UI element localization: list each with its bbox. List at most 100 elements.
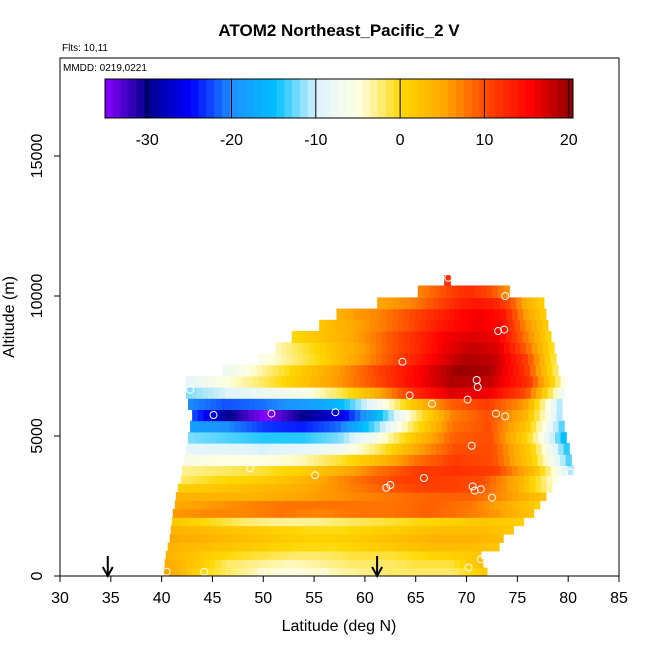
heatmap-cell xyxy=(274,542,281,552)
heatmap-cell xyxy=(558,420,565,433)
heatmap-cell xyxy=(293,559,300,569)
heatmap-cell xyxy=(276,475,283,485)
colorbar-swatch xyxy=(534,79,543,118)
heatmap-cell xyxy=(219,567,226,576)
heatmap-cell xyxy=(502,364,509,377)
heatmap-cell xyxy=(272,517,279,527)
heatmap-cell xyxy=(316,517,324,527)
heatmap-cell xyxy=(330,542,337,552)
heatmap-cell xyxy=(299,465,306,476)
heatmap-cell xyxy=(328,364,336,377)
heatmap-cell xyxy=(222,508,229,518)
x-axis-label: Latitude (deg N) xyxy=(282,618,397,635)
data-marker xyxy=(467,441,476,450)
colorbar-tick-label: -30 xyxy=(136,132,159,149)
heatmap-cell xyxy=(345,550,352,560)
heatmap-cell xyxy=(480,534,488,543)
colorbar-swatch xyxy=(432,79,441,118)
heatmap-cell xyxy=(360,492,368,501)
heatmap-cell xyxy=(176,525,183,535)
heatmap-cell xyxy=(224,443,232,455)
heatmap-cell xyxy=(378,508,385,518)
heatmap-cell xyxy=(260,431,267,444)
heatmap-cell xyxy=(271,525,279,535)
heatmap-cell xyxy=(494,331,501,343)
heatmap-cell xyxy=(430,534,438,543)
heatmap-cell xyxy=(387,331,394,343)
heatmap-cell xyxy=(536,420,543,433)
heatmap-cell xyxy=(210,525,217,535)
heatmap-cell xyxy=(489,492,496,501)
heatmap-cell xyxy=(380,319,387,332)
heatmap-cell xyxy=(558,443,565,455)
heatmap-cell xyxy=(191,387,198,399)
heatmap-cell xyxy=(530,420,537,433)
heatmap-cell xyxy=(383,517,391,527)
heatmap-cell xyxy=(352,387,359,399)
heatmap-cell xyxy=(245,420,253,433)
heatmap-cell xyxy=(418,420,426,433)
heatmap-cell xyxy=(485,525,492,535)
colorbar-swatch xyxy=(175,79,184,118)
heatmap-cell xyxy=(417,525,425,535)
heatmap-cell xyxy=(470,567,477,576)
heatmap-cell xyxy=(286,387,293,399)
heatmap-cell xyxy=(234,454,241,466)
heatmap-cell xyxy=(307,420,314,433)
heatmap-cell xyxy=(324,542,332,552)
heatmap-cell xyxy=(534,398,541,410)
heatmap-cell xyxy=(385,443,393,455)
heatmap-cell xyxy=(362,550,369,560)
heatmap-cell xyxy=(448,375,455,388)
heatmap-cell xyxy=(325,353,332,366)
heatmap-cell xyxy=(340,364,347,377)
heatmap-cell xyxy=(500,500,507,510)
heatmap-cell xyxy=(364,342,371,354)
heatmap-cell xyxy=(388,492,396,501)
heatmap-cell xyxy=(502,420,509,433)
heatmap-cell xyxy=(421,409,429,422)
heatmap-cell xyxy=(242,559,249,569)
heatmap-cell xyxy=(402,387,410,399)
heatmap-cell xyxy=(454,353,462,366)
heatmap-cell xyxy=(503,454,511,466)
heatmap-cell xyxy=(475,454,483,466)
heatmap-cell xyxy=(324,319,331,332)
heatmap-cell xyxy=(363,420,370,433)
heatmap-cell xyxy=(495,517,502,527)
heatmap-cell xyxy=(356,525,363,535)
heatmap-cell xyxy=(447,387,454,399)
heatmap-cell xyxy=(266,517,273,527)
heatmap-cell xyxy=(380,534,388,543)
heatmap-cell xyxy=(355,475,362,485)
heatmap-cell xyxy=(250,364,257,377)
heatmap-cell xyxy=(243,465,250,476)
heatmap-cell xyxy=(323,483,330,493)
heatmap-cell xyxy=(380,443,387,455)
heatmap-cell xyxy=(359,342,366,354)
heatmap-cell xyxy=(293,475,300,485)
heatmap-cell xyxy=(393,308,400,321)
heatmap-cell xyxy=(502,387,510,399)
heatmap-cell xyxy=(363,387,371,399)
data-marker xyxy=(476,555,485,564)
heatmap-cell xyxy=(423,525,430,535)
colorbar-swatch xyxy=(284,79,293,118)
heatmap-cell xyxy=(489,308,496,321)
heatmap-cell xyxy=(528,398,535,410)
heatmap-cell xyxy=(486,534,493,543)
heatmap-cell xyxy=(347,567,354,576)
heatmap-cell xyxy=(344,517,352,527)
heatmap-cell xyxy=(432,331,439,343)
heatmap-cell xyxy=(267,364,274,377)
heatmap-cell xyxy=(193,525,200,535)
heatmap-cell xyxy=(304,475,311,485)
heatmap-cell xyxy=(182,550,189,560)
heatmap-cell xyxy=(172,508,179,518)
heatmap-cell xyxy=(372,492,379,501)
heatmap-cell xyxy=(457,525,464,535)
heatmap-cell xyxy=(374,319,382,332)
heatmap-cell xyxy=(221,465,228,476)
heatmap-cell xyxy=(177,517,184,527)
heatmap-cell xyxy=(342,342,349,354)
